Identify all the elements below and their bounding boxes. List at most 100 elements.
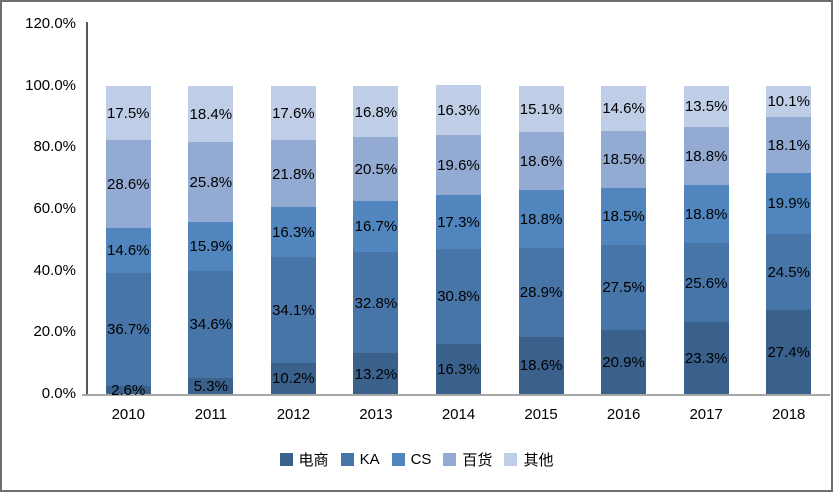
y-axis-tick-label: 20.0% xyxy=(33,323,76,341)
data-label: 28.9% xyxy=(519,284,563,302)
y-axis-line xyxy=(86,22,88,396)
legend-label: 电商 xyxy=(298,452,329,469)
legend-swatch-icon xyxy=(504,453,518,466)
data-label: 14.6% xyxy=(106,242,150,260)
bar-segment xyxy=(518,85,564,133)
data-label: 18.1% xyxy=(767,136,810,154)
data-label: 10.2% xyxy=(272,370,315,388)
bar-segment xyxy=(518,132,564,190)
bar-segment xyxy=(353,353,399,394)
data-label: 36.7% xyxy=(106,321,150,339)
data-label: 14.6% xyxy=(602,100,645,118)
legend-label: 其他 xyxy=(523,452,554,469)
data-label: 15.9% xyxy=(189,238,233,256)
data-label: 18.8% xyxy=(684,148,728,166)
x-axis-tick-label: 2012 xyxy=(276,406,311,423)
data-label: 18.5% xyxy=(602,208,645,226)
data-label: 10.1% xyxy=(767,93,810,111)
bar-segment xyxy=(766,116,812,173)
data-label: 15.1% xyxy=(519,100,563,118)
x-axis-tick-label: 2015 xyxy=(524,406,558,423)
bar-segment xyxy=(601,187,647,245)
bar-segment xyxy=(436,248,481,344)
data-label: 21.8% xyxy=(272,165,315,183)
data-label: 18.6% xyxy=(519,357,563,375)
y-axis-tick-label: 100.0% xyxy=(25,76,76,94)
bar-segment xyxy=(766,172,812,234)
y-axis-tick-label: 80.0% xyxy=(33,138,76,156)
data-label: 25.8% xyxy=(189,174,233,192)
bar-segment xyxy=(105,85,151,140)
data-label: 18.5% xyxy=(602,151,645,169)
data-label: 16.7% xyxy=(354,218,398,236)
x-axis-tick-label: 2017 xyxy=(689,406,723,423)
bar-segment xyxy=(353,85,399,138)
legend-label: CS xyxy=(410,451,432,468)
bar-segment xyxy=(105,227,151,273)
data-label: 18.6% xyxy=(519,152,563,170)
bar-segment xyxy=(601,85,647,131)
bar-segment xyxy=(105,139,151,228)
legend-swatch-icon xyxy=(443,453,457,466)
legend-item: 其他 xyxy=(504,449,553,470)
bar-segment xyxy=(353,137,399,201)
bar-segment xyxy=(601,329,647,394)
data-label: 25.6% xyxy=(684,274,728,292)
bar-segment xyxy=(188,377,234,394)
data-label: 16.3% xyxy=(437,360,480,378)
bar-segment xyxy=(766,85,812,117)
data-label: 23.3% xyxy=(684,350,728,368)
legend-label: KA xyxy=(359,451,380,468)
data-label: 13.2% xyxy=(354,365,398,383)
data-label: 34.1% xyxy=(272,301,315,319)
bar-segment xyxy=(436,135,481,196)
legend: 电商 KA CS 百货 其他 xyxy=(2,449,831,470)
bar-segment xyxy=(436,84,481,135)
bar-segment xyxy=(188,142,234,222)
data-label: 18.8% xyxy=(684,206,728,224)
bar-segment xyxy=(766,309,812,394)
data-label: 32.8% xyxy=(354,294,398,312)
bar-segment xyxy=(188,270,234,378)
bar-segment xyxy=(188,221,234,271)
data-label: 16.8% xyxy=(354,103,398,121)
data-label: 20.5% xyxy=(354,161,398,179)
data-label: 28.6% xyxy=(106,175,150,193)
bar-segment xyxy=(601,244,647,330)
data-label: 18.4% xyxy=(189,106,233,124)
y-axis-tick-label: 40.0% xyxy=(33,261,76,279)
data-label: 16.3% xyxy=(272,224,315,242)
x-axis-tick-label: 2011 xyxy=(194,406,227,423)
legend-swatch-icon xyxy=(279,453,293,466)
bar-segment xyxy=(270,207,316,258)
legend-label: 百货 xyxy=(462,452,493,469)
data-label: 34.6% xyxy=(189,316,233,334)
bar-segment xyxy=(353,200,399,253)
bar-segment xyxy=(683,322,729,394)
x-axis-tick-label: 2016 xyxy=(606,406,641,423)
bar-segment xyxy=(270,85,316,140)
x-axis-tick-label: 2018 xyxy=(772,406,806,423)
legend-item: KA xyxy=(340,451,380,468)
bar-segment xyxy=(105,272,151,386)
data-label: 16.3% xyxy=(437,101,480,119)
data-label: 27.4% xyxy=(767,343,810,361)
legend-swatch-icon xyxy=(391,453,405,466)
bar-segment xyxy=(188,85,234,143)
data-label: 18.8% xyxy=(519,210,563,228)
data-label: 27.5% xyxy=(602,279,645,297)
data-label: 24.5% xyxy=(767,263,810,281)
bar-segment xyxy=(270,139,316,208)
bar-segment xyxy=(683,85,729,128)
data-label: 17.6% xyxy=(272,104,315,122)
bar-segment xyxy=(766,233,812,310)
x-axis-tick-label: 2010 xyxy=(111,406,145,423)
bar-segment xyxy=(518,189,564,248)
data-label: 2.6% xyxy=(111,381,146,399)
x-axis-tick-label: 2013 xyxy=(359,406,393,423)
bar-segment xyxy=(105,385,151,394)
data-label: 5.3% xyxy=(193,377,228,395)
bar-segment xyxy=(601,130,647,188)
